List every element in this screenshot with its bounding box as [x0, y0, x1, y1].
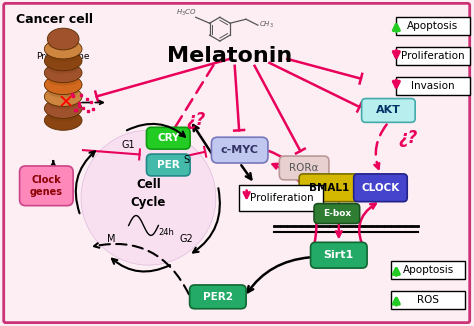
Ellipse shape — [48, 111, 78, 121]
Text: M: M — [107, 234, 115, 244]
Text: Sirt1: Sirt1 — [324, 250, 354, 260]
Ellipse shape — [45, 111, 82, 130]
Ellipse shape — [48, 64, 78, 74]
Text: 24h: 24h — [158, 229, 174, 237]
Ellipse shape — [48, 40, 78, 50]
FancyBboxPatch shape — [310, 242, 367, 268]
Text: ¿?: ¿? — [186, 111, 206, 129]
Text: Proliferation: Proliferation — [249, 193, 313, 203]
Text: $CH_3$: $CH_3$ — [259, 20, 274, 30]
Bar — [396, 17, 470, 35]
Text: Proteosome: Proteosome — [36, 52, 90, 61]
FancyBboxPatch shape — [146, 127, 190, 149]
Text: Cycle: Cycle — [131, 196, 166, 209]
Ellipse shape — [45, 98, 82, 118]
Ellipse shape — [47, 28, 79, 50]
Bar — [391, 261, 465, 279]
Text: PER: PER — [157, 160, 180, 170]
Text: Invasion: Invasion — [411, 81, 455, 91]
Text: G1: G1 — [122, 140, 136, 150]
Text: Apoptosis: Apoptosis — [402, 265, 454, 275]
Ellipse shape — [48, 99, 78, 110]
Bar — [391, 291, 465, 309]
Text: Clock
genes: Clock genes — [30, 175, 63, 197]
Ellipse shape — [45, 39, 82, 59]
FancyBboxPatch shape — [146, 154, 190, 176]
Ellipse shape — [45, 63, 82, 83]
Text: S: S — [183, 155, 189, 165]
FancyBboxPatch shape — [354, 174, 407, 202]
Ellipse shape — [45, 87, 82, 107]
Text: Apoptosis: Apoptosis — [407, 21, 459, 31]
Text: RORα: RORα — [290, 163, 319, 173]
Text: Cell: Cell — [136, 178, 161, 191]
Text: Melatonin: Melatonin — [167, 46, 292, 66]
FancyBboxPatch shape — [362, 98, 415, 122]
Bar — [396, 77, 470, 95]
Ellipse shape — [45, 75, 82, 95]
Text: G2: G2 — [179, 234, 193, 244]
Text: PER2: PER2 — [203, 292, 233, 302]
Ellipse shape — [48, 76, 78, 86]
FancyBboxPatch shape — [279, 156, 329, 180]
FancyBboxPatch shape — [314, 204, 360, 224]
Bar — [239, 185, 323, 211]
FancyBboxPatch shape — [299, 174, 359, 202]
Text: Cancer cell: Cancer cell — [16, 13, 92, 26]
FancyBboxPatch shape — [19, 166, 73, 206]
Text: ROS: ROS — [417, 295, 439, 305]
Ellipse shape — [45, 51, 82, 71]
Text: Proliferation: Proliferation — [401, 51, 465, 61]
FancyBboxPatch shape — [4, 3, 470, 323]
Ellipse shape — [48, 88, 78, 97]
Text: CLOCK: CLOCK — [361, 183, 400, 193]
Circle shape — [81, 130, 216, 265]
FancyBboxPatch shape — [211, 137, 268, 163]
Text: AKT: AKT — [376, 105, 401, 115]
Text: CRY: CRY — [157, 133, 180, 143]
Bar — [396, 47, 470, 65]
FancyBboxPatch shape — [190, 285, 246, 309]
Text: ¿?: ¿? — [399, 129, 418, 147]
Text: $H_3CO$: $H_3CO$ — [176, 8, 197, 19]
Text: c-MYC: c-MYC — [221, 145, 259, 155]
Text: E-box: E-box — [323, 209, 351, 218]
Text: ✕: ✕ — [58, 93, 74, 112]
Ellipse shape — [48, 52, 78, 62]
Text: BMAL1: BMAL1 — [309, 183, 349, 193]
